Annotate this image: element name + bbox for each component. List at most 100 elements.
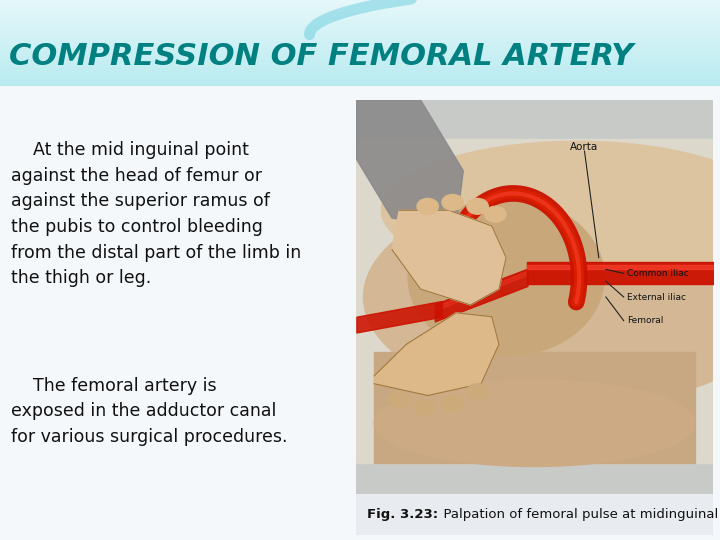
Bar bbox=[0, 29, 720, 30]
Bar bbox=[0, 33, 720, 35]
Bar bbox=[0, 10, 720, 11]
Ellipse shape bbox=[442, 395, 464, 411]
Ellipse shape bbox=[467, 384, 488, 400]
Bar bbox=[0, 69, 720, 70]
Bar bbox=[0, 24, 720, 25]
Bar bbox=[0, 52, 720, 53]
Polygon shape bbox=[392, 210, 506, 305]
Bar bbox=[0, 17, 720, 18]
Bar bbox=[0, 22, 720, 23]
Bar bbox=[0, 84, 720, 85]
Text: Palpation of femoral pulse at midinguinal point: Palpation of femoral pulse at midinguina… bbox=[435, 508, 720, 521]
Bar bbox=[0, 0, 720, 1]
Ellipse shape bbox=[417, 199, 438, 214]
Bar bbox=[0, 13, 720, 14]
Bar bbox=[0, 18, 720, 19]
Bar bbox=[0, 36, 720, 37]
Bar bbox=[0, 82, 720, 83]
Text: Aorta: Aorta bbox=[570, 142, 598, 152]
Bar bbox=[0, 23, 720, 24]
Bar bbox=[0, 40, 720, 42]
Bar bbox=[0, 32, 720, 33]
Text: Femoral: Femoral bbox=[627, 316, 664, 325]
Bar bbox=[0, 75, 720, 76]
Bar bbox=[0, 14, 720, 15]
Ellipse shape bbox=[467, 199, 488, 214]
Polygon shape bbox=[374, 313, 499, 395]
Bar bbox=[0, 39, 720, 40]
Bar bbox=[0, 8, 720, 9]
Bar bbox=[0, 1, 720, 2]
Bar bbox=[0, 51, 720, 52]
Bar bbox=[0, 11, 720, 12]
Bar bbox=[0, 70, 720, 71]
Bar bbox=[0, 38, 720, 39]
Bar bbox=[0, 30, 720, 31]
Polygon shape bbox=[356, 100, 464, 226]
Bar bbox=[0, 31, 720, 32]
Bar bbox=[0, 37, 720, 38]
Bar bbox=[0, 79, 720, 80]
Text: The femoral artery is
exposed in the adductor canal
for various surgical procedu: The femoral artery is exposed in the add… bbox=[11, 377, 287, 446]
Bar bbox=[0, 26, 720, 27]
Bar bbox=[0, 5, 720, 6]
Bar bbox=[0, 3, 720, 4]
Bar bbox=[0, 2, 720, 3]
Bar bbox=[374, 352, 695, 463]
Bar bbox=[0, 83, 720, 84]
Bar bbox=[0, 76, 720, 77]
Text: Fig. 3.23:: Fig. 3.23: bbox=[367, 508, 438, 521]
Bar bbox=[0, 7, 720, 8]
Bar bbox=[0, 73, 720, 75]
Bar bbox=[0, 20, 720, 21]
Ellipse shape bbox=[413, 400, 435, 415]
Bar bbox=[0, 46, 720, 48]
Bar bbox=[0, 9, 720, 10]
Bar bbox=[0, 65, 720, 66]
Bar bbox=[0, 12, 720, 13]
Bar bbox=[0, 60, 720, 62]
Bar bbox=[0, 19, 720, 20]
Bar bbox=[0, 42, 720, 43]
Bar bbox=[0, 71, 720, 72]
Ellipse shape bbox=[389, 392, 410, 407]
Text: COMPRESSION OF FEMORAL ARTERY: COMPRESSION OF FEMORAL ARTERY bbox=[9, 42, 633, 71]
Bar bbox=[0, 15, 720, 16]
Bar bbox=[0, 4, 720, 5]
Bar bbox=[0, 21, 720, 22]
Bar bbox=[0, 43, 720, 44]
Ellipse shape bbox=[442, 194, 464, 210]
Bar bbox=[0, 25, 720, 26]
Bar bbox=[0, 50, 720, 51]
Bar bbox=[0, 58, 720, 59]
Ellipse shape bbox=[382, 141, 720, 279]
Ellipse shape bbox=[374, 380, 695, 467]
Bar bbox=[0, 6, 720, 7]
Bar bbox=[0, 48, 720, 49]
Text: External iliac: External iliac bbox=[627, 293, 686, 301]
Ellipse shape bbox=[364, 188, 720, 406]
Bar bbox=[0, 77, 720, 78]
Bar bbox=[0, 59, 720, 60]
Bar bbox=[0, 64, 720, 65]
Bar bbox=[0, 57, 720, 58]
Bar bbox=[0, 63, 720, 64]
Ellipse shape bbox=[408, 199, 604, 356]
Bar bbox=[0, 45, 720, 46]
Bar bbox=[0, 44, 720, 45]
Bar bbox=[356, 139, 713, 463]
Bar bbox=[0, 16, 720, 17]
Bar bbox=[0, 66, 720, 68]
Bar bbox=[0, 85, 720, 86]
Ellipse shape bbox=[485, 206, 506, 222]
Bar bbox=[0, 80, 720, 81]
Bar bbox=[0, 49, 720, 50]
Bar bbox=[0, 55, 720, 56]
Bar bbox=[0, 81, 720, 82]
Bar bbox=[0, 56, 720, 57]
Bar bbox=[0, 28, 720, 29]
Bar bbox=[0, 35, 720, 36]
Bar bbox=[0, 68, 720, 69]
Bar bbox=[0, 27, 720, 28]
Bar bbox=[0, 62, 720, 63]
